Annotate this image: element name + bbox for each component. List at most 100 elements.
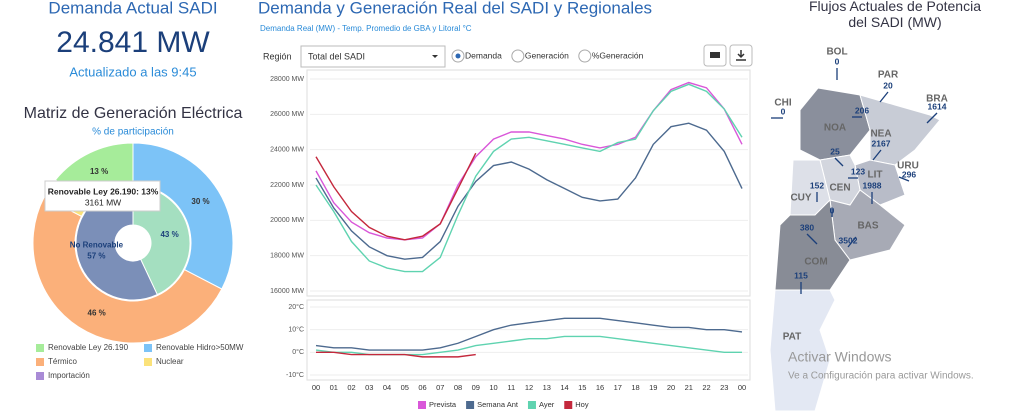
flow-value: 1988 (863, 180, 882, 190)
y-tick-label: 18000 MW (270, 253, 304, 260)
flow-value: 115 (794, 270, 808, 280)
tooltip-value: 3161 MW (85, 197, 121, 207)
slice-label: 43 % (160, 230, 178, 239)
region-label: URU (897, 161, 919, 172)
series-line (315, 83, 743, 273)
map-region (774, 198, 851, 291)
slice-label: 57 % (87, 251, 105, 260)
legend-swatch (564, 401, 573, 409)
y-tick-label: 24000 MW (270, 147, 304, 154)
flow-arrow (847, 236, 857, 248)
x-tick-label: 11 (507, 383, 515, 392)
y-tick-label: 28000 MW (270, 76, 304, 83)
flow-value: 25 (830, 146, 840, 156)
series-line (316, 351, 476, 358)
watermark-text: Ve a Configuración para activar Windows. (788, 371, 974, 382)
legend-label: Térmico (48, 357, 77, 366)
flow-value: 20 (883, 80, 893, 90)
flow-arrow (879, 91, 889, 103)
map-region (769, 289, 836, 411)
x-tick-label: 02 (347, 383, 355, 392)
region-label: NEA (870, 129, 891, 140)
x-tick-label: 14 (560, 383, 568, 392)
flow-value: 2167 (872, 138, 891, 148)
series-line (315, 317, 743, 351)
tooltip-title: Renovable Ley 26.190: 13% (48, 186, 159, 196)
y-tick-label: -10°C (286, 371, 304, 379)
x-tick-label: 13 (543, 383, 551, 392)
region-select[interactable] (300, 45, 446, 68)
demand-title: Demanda Actual SADI (48, 0, 217, 17)
radio-label: Generación (525, 50, 569, 60)
x-tick-label: 23 (720, 383, 728, 392)
x-tick-label: 20 (667, 383, 675, 392)
map-title-2: del SADI (MW) (848, 14, 941, 30)
matrix-subtitle: % de participación (92, 127, 174, 138)
x-tick-label: 05 (401, 383, 409, 392)
x-tick-label: 00 (312, 383, 320, 392)
map-region (859, 94, 941, 166)
region-label: NOA (824, 123, 846, 134)
radio-label: Demanda (465, 50, 502, 60)
x-tick-label: 21 (685, 383, 693, 392)
x-tick-label: 15 (578, 383, 586, 392)
radio[interactable] (511, 49, 525, 63)
y-tick-label: 22000 MW (270, 182, 304, 189)
legend-swatch (36, 358, 44, 366)
flow-value: 0 (835, 56, 840, 66)
y-tick-label: 16000 MW (270, 288, 304, 295)
region-label: BOL (826, 47, 847, 58)
legend-swatch (418, 401, 426, 409)
x-tick-label: 08 (454, 383, 462, 392)
x-tick-label: 18 (631, 383, 639, 392)
region-label: CUY (790, 193, 811, 204)
flow-arrow (898, 176, 910, 182)
slice-label: 13 % (90, 167, 108, 176)
x-tick-label: 04 (383, 383, 391, 392)
legend-label: Renovable Hidro>50MW (156, 343, 244, 352)
chart-title: Demanda y Generación Real del SADI y Reg… (258, 0, 652, 17)
legend-label: Nuclear (156, 357, 184, 366)
legend-label: Prevista (429, 400, 457, 409)
x-tick-label: 03 (365, 383, 373, 392)
region-label: COM (804, 257, 827, 268)
region-label: Región (263, 51, 292, 61)
legend-swatch (36, 344, 44, 352)
slice-label: 30 % (191, 197, 209, 206)
flow-value: 123 (851, 166, 865, 176)
donut-slice (32, 196, 223, 344)
y-tick-label: 20°C (288, 303, 304, 311)
radio-dot (455, 53, 461, 59)
x-tick-label: 00 (738, 383, 746, 392)
flow-arrow (872, 149, 882, 161)
download-icon (736, 50, 746, 61)
x-tick-label: 17 (614, 383, 622, 392)
flow-value: 296 (902, 169, 916, 179)
line-charts: 16000 MW 18000 MW 20000 MW 22000 MW 24000 MW… (270, 49, 748, 409)
x-tick-label: 01 (330, 383, 338, 392)
x-tick-label: 19 (649, 383, 657, 392)
region-label: CEN (829, 183, 850, 194)
flow-arrow (834, 157, 844, 167)
flow-value: 0 (781, 106, 786, 116)
donut-slice (132, 185, 191, 296)
demand-value: 24.841 MW (56, 26, 210, 59)
legend-swatch (466, 401, 475, 409)
x-tick-label: 10 (489, 383, 497, 392)
legend-swatch (36, 372, 44, 380)
map-region (799, 87, 871, 161)
region-label: PAR (878, 70, 899, 81)
legend-label: Semana Ant (477, 400, 519, 409)
select-arrow (432, 55, 438, 58)
legend-label: Renovable Ley 26.190 (48, 343, 129, 352)
map: BOL PAR BRA CHI NOA NEA URU LIT CEN CUY BAS COM PAT 0… (769, 47, 948, 411)
slice-label: 46 % (88, 308, 106, 317)
region-label: LIT (868, 170, 883, 181)
x-tick-label: 22 (702, 383, 710, 392)
region-select-text: Total del SADI (308, 51, 365, 61)
radio[interactable] (578, 49, 592, 63)
region-label: CHI (774, 98, 791, 109)
map-title-1: Flujos Actuales de Potencia (809, 0, 981, 14)
demand-updated: Actualizado a las 9:45 (69, 64, 196, 79)
